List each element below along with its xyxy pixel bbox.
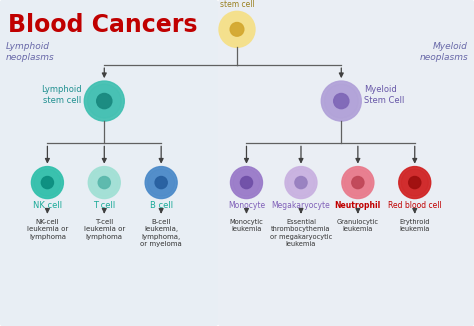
Text: NK-cell
leukemia or
lymphoma: NK-cell leukemia or lymphoma [27,218,68,240]
Text: Megakaryocyte: Megakaryocyte [272,200,330,210]
Circle shape [31,167,64,199]
Text: Neutrophil: Neutrophil [335,200,381,210]
FancyBboxPatch shape [218,0,474,326]
Circle shape [97,94,112,109]
Circle shape [98,176,110,189]
Circle shape [295,176,307,189]
Circle shape [401,169,428,196]
Circle shape [88,167,120,199]
Circle shape [324,84,358,118]
Circle shape [41,176,54,189]
Text: Lymphoid
stem cell: Lymphoid stem cell [41,85,81,105]
FancyBboxPatch shape [0,0,218,326]
Text: Monocyte: Monocyte [228,200,265,210]
Circle shape [147,169,175,196]
Circle shape [219,11,255,47]
Circle shape [233,169,260,196]
Text: Hematopoietic
stem cell: Hematopoietic stem cell [209,0,265,9]
Circle shape [321,81,361,121]
Text: Monocytic
leukemia: Monocytic leukemia [229,218,264,232]
Circle shape [342,167,374,199]
Text: Essential
thrombocythemia
or megakaryocytic
leukemia: Essential thrombocythemia or megakaryocy… [270,218,332,247]
Text: NK cell: NK cell [33,200,62,210]
Text: Lymphoid
neoplasms: Lymphoid neoplasms [6,42,55,62]
Circle shape [409,176,421,189]
Text: Erythroid
leukemia: Erythroid leukemia [400,218,430,232]
Circle shape [91,169,118,196]
Text: Red blood cell: Red blood cell [388,200,442,210]
Circle shape [399,167,431,199]
Text: Myeloid
Stem Cell: Myeloid Stem Cell [365,85,405,105]
Circle shape [230,167,263,199]
Circle shape [155,176,167,189]
Circle shape [230,22,244,36]
Text: Myeloid
neoplasms: Myeloid neoplasms [419,42,468,62]
Text: Blood Cancers: Blood Cancers [8,13,198,37]
Circle shape [84,81,124,121]
Circle shape [334,94,349,109]
Circle shape [352,176,364,189]
Circle shape [87,84,121,118]
Circle shape [285,167,317,199]
Circle shape [287,169,315,196]
Circle shape [34,169,61,196]
Text: Granulocytic
leukemia: Granulocytic leukemia [337,218,379,232]
Circle shape [240,176,253,189]
Circle shape [344,169,372,196]
Text: B cell: B cell [150,200,173,210]
Text: T-cell
leukemia or
lymphoma: T-cell leukemia or lymphoma [83,218,125,240]
Circle shape [222,14,252,45]
Text: B-cell
leukemia,
lymphoma,
or myeloma: B-cell leukemia, lymphoma, or myeloma [140,218,182,247]
Circle shape [145,167,177,199]
Text: T cell: T cell [93,200,115,210]
